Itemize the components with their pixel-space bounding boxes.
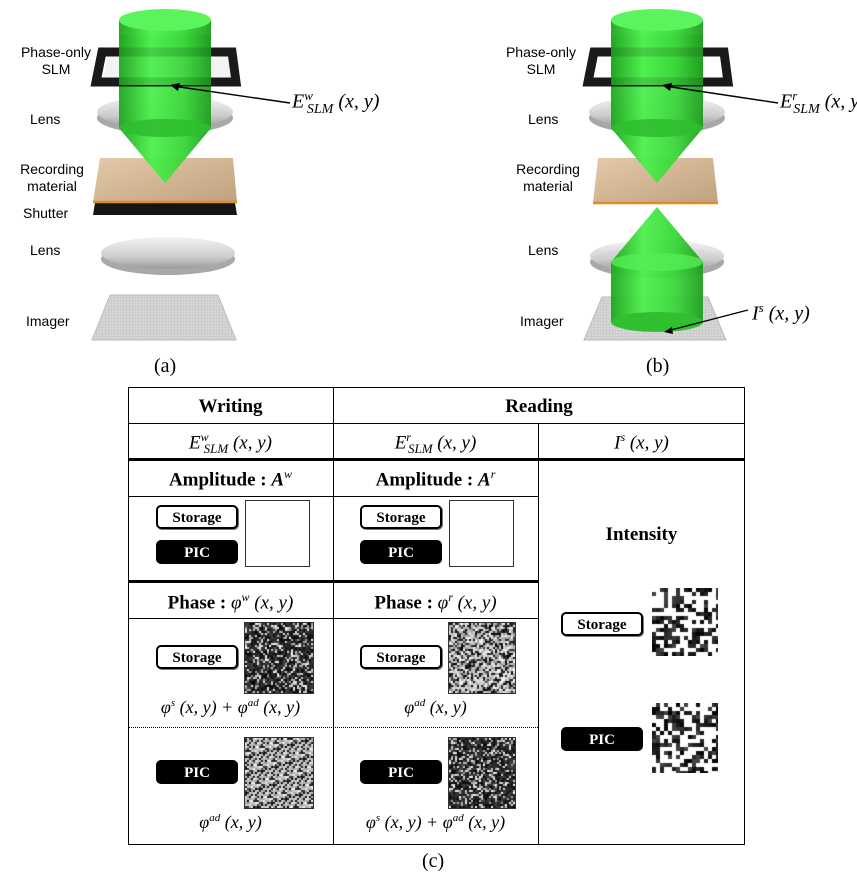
arrow-b1 — [664, 85, 779, 104]
phase-writing: Phase : φw (x, y) — [167, 590, 294, 614]
panel-a-diagram — [90, 9, 291, 341]
amplitude-writing: Amplitude : Aw — [168, 467, 293, 491]
phase-pattern-storage-writing — [244, 622, 314, 694]
label-lens2-b: Lens — [528, 242, 559, 258]
arrow-b2 — [666, 309, 749, 332]
label-recording-a: Recording material — [20, 161, 84, 194]
intensity-pattern-pic — [652, 703, 718, 773]
arrow-a — [172, 85, 291, 104]
storage-reading-phase-formula: φad (x, y) — [404, 697, 467, 717]
label-shutter-a: Shutter — [23, 205, 69, 221]
imager-plate — [91, 294, 237, 341]
label-lens2-a: Lens — [30, 242, 61, 258]
pic-button-intensity[interactable]: PIC — [561, 727, 643, 751]
label-imager-a: Imager — [26, 313, 70, 329]
amplitude-image-writing — [245, 500, 310, 567]
intensity-pattern-storage — [652, 588, 718, 656]
label-imager-b: Imager — [520, 313, 564, 329]
storage-button-amp-r[interactable]: Storage — [360, 505, 442, 529]
label-lens1-a: Lens — [30, 111, 61, 127]
amplitude-reading: Amplitude : Ar — [375, 467, 496, 491]
label-slm-b: Phase-only SLM — [505, 44, 577, 77]
storage-button-phase-r[interactable]: Storage — [360, 645, 442, 669]
shutter — [93, 203, 237, 215]
caption-c: (c) — [422, 850, 445, 872]
storage-writing-phase-formula: φs (x, y) + φad (x, y) — [160, 697, 301, 717]
phase-reading: Phase : φr (x, y) — [374, 590, 497, 614]
beam-cone — [119, 128, 211, 183]
pic-button-amp-w[interactable]: PIC — [156, 540, 238, 564]
phase-pattern-pic-reading — [448, 737, 516, 809]
pic-reading-phase-formula: φs (x, y) + φad (x, y) — [365, 812, 506, 832]
writing-header: Writing — [198, 396, 263, 417]
storage-button-phase-w[interactable]: Storage — [156, 645, 238, 669]
caption-a: (a) — [154, 355, 177, 377]
storage-button-amp-w[interactable]: Storage — [156, 505, 238, 529]
intensity-header: Intensity — [605, 524, 678, 545]
phase-pattern-pic-writing — [244, 737, 314, 809]
pic-button-phase-r[interactable]: PIC — [360, 760, 442, 784]
pic-button-amp-r[interactable]: PIC — [360, 540, 442, 564]
intensity-label: Is (x, y) — [752, 300, 810, 325]
field-writing-label: EwSLM (x, y) — [292, 88, 380, 117]
label-recording-b: Recording material — [516, 161, 580, 194]
field-reading-label: ErSLM (x, y) — [780, 88, 857, 117]
optical-setup-illustration — [90, 9, 779, 341]
pic-button-phase-w[interactable]: PIC — [156, 760, 238, 784]
caption-b: (b) — [646, 355, 670, 377]
beam-top — [119, 9, 211, 31]
storage-button-intensity[interactable]: Storage — [561, 612, 643, 636]
col1-header: EwSLM (x, y) — [189, 430, 272, 457]
pic-writing-phase-formula: φad (x, y) — [199, 812, 262, 832]
phase-pattern-storage-reading — [448, 622, 516, 694]
col3-header: Is (x, y) — [614, 430, 669, 454]
label-lens1-b: Lens — [528, 111, 559, 127]
reading-header: Reading — [505, 396, 573, 417]
panel-b-diagram — [582, 9, 779, 341]
col2-header: ErSLM (x, y) — [394, 430, 477, 457]
comparison-table — [128, 387, 745, 845]
lens-2 — [101, 237, 235, 269]
label-slm-a: Phase-only SLM — [20, 44, 92, 77]
amplitude-image-reading — [449, 500, 514, 567]
